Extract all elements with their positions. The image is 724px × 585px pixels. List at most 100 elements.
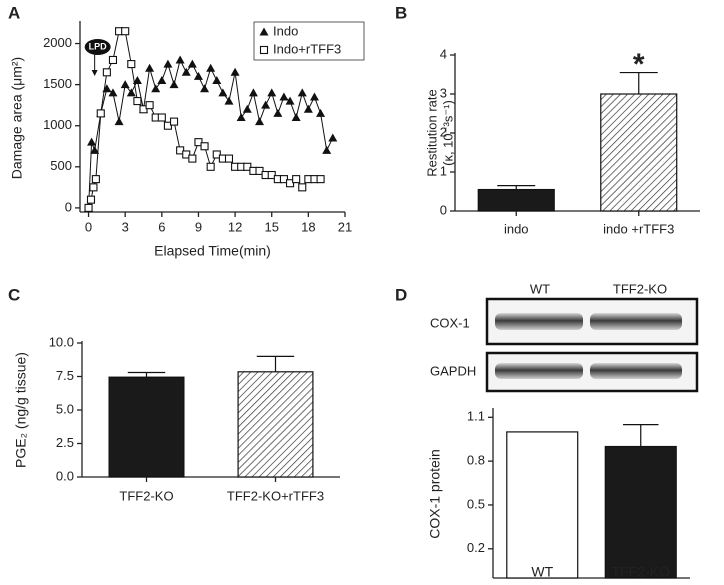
marker	[206, 162, 215, 171]
marker	[87, 137, 97, 146]
panel-label: C	[8, 285, 20, 304]
marker	[285, 96, 295, 105]
x-tick-label: indo +rTFF3	[603, 221, 674, 236]
marker	[121, 27, 130, 36]
bar	[604, 445, 677, 579]
marker	[267, 170, 276, 180]
marker	[84, 203, 93, 212]
y-tick-label: 4	[440, 46, 447, 61]
y-axis-title: (κ, 10⁻³s⁻¹)	[440, 100, 455, 166]
marker	[242, 104, 252, 113]
marker	[90, 145, 100, 154]
y-tick-label: 0.5	[467, 496, 485, 511]
y-tick-label: 2	[440, 124, 447, 139]
x-tick-label: 6	[158, 219, 165, 234]
marker	[291, 113, 301, 121]
marker	[176, 146, 185, 155]
marker	[139, 105, 148, 114]
marker	[194, 138, 203, 147]
marker	[316, 108, 326, 117]
x-tick-label: 3	[122, 219, 129, 234]
error-bar	[256, 355, 295, 372]
marker	[316, 175, 325, 184]
marker	[193, 71, 203, 80]
y-axis-title: PGE₂ (ng/g tissue)	[13, 352, 29, 468]
marker	[212, 150, 221, 159]
marker	[89, 183, 98, 192]
marker	[108, 55, 118, 65]
bar	[237, 371, 314, 478]
y-tick-label: 0.0	[56, 468, 74, 483]
marker	[102, 68, 111, 77]
marker	[96, 109, 105, 118]
legend-marker	[259, 45, 269, 55]
marker	[163, 121, 172, 130]
blot-row-label: GAPDH	[430, 363, 476, 378]
y-tick-label: 0.2	[467, 540, 485, 555]
marker	[243, 162, 252, 171]
panel-label: A	[8, 3, 20, 22]
marker	[91, 175, 100, 184]
marker	[285, 179, 295, 188]
marker	[120, 80, 130, 89]
x-tick-label: TFF2-KO	[612, 564, 670, 580]
x-axis-title: Elapsed Time(min)	[154, 243, 271, 259]
bar	[477, 188, 555, 212]
x-tick-label: 21	[338, 219, 352, 234]
y-tick-label: 10.0	[49, 334, 74, 349]
marker	[145, 63, 155, 72]
y-tick-label: 3	[440, 85, 447, 100]
marker	[175, 55, 185, 64]
marker	[230, 67, 240, 76]
marker	[157, 76, 167, 85]
marker	[224, 96, 234, 105]
marker	[303, 104, 313, 113]
x-tick-label: 15	[264, 219, 278, 234]
y-axis-title: COX-1 protein	[427, 449, 443, 538]
marker	[236, 113, 246, 121]
legend-box	[253, 21, 365, 61]
annotation-arrowhead	[91, 70, 98, 76]
bar	[108, 376, 185, 478]
blot-band	[590, 363, 682, 379]
y-tick-label: 2000	[43, 35, 72, 50]
marker	[127, 60, 136, 69]
marker	[297, 88, 307, 97]
y-tick-label: 5.0	[56, 401, 74, 416]
marker	[163, 59, 173, 68]
marker	[200, 84, 210, 93]
x-tick-label: WT	[531, 564, 553, 580]
marker	[200, 142, 209, 151]
y-tick-label: 1	[440, 163, 447, 178]
marker	[206, 63, 216, 72]
marker	[292, 175, 301, 184]
x-tick-label: TFF2-KO+rTFF3	[227, 488, 324, 503]
y-tick-label: 0.8	[467, 453, 485, 468]
y-tick-label: 1500	[43, 76, 72, 91]
error-bar	[127, 371, 166, 378]
marker	[309, 92, 319, 101]
x-tick-label: 12	[228, 219, 242, 234]
marker	[255, 166, 264, 175]
y-tick-label: 1.1	[467, 409, 485, 424]
marker	[108, 88, 118, 97]
marker	[151, 84, 161, 93]
marker	[182, 150, 191, 159]
marker	[188, 154, 197, 163]
panel-label: D	[395, 285, 407, 304]
panel-label: B	[395, 3, 407, 22]
marker	[255, 117, 265, 126]
legend-label: Indo	[273, 23, 298, 38]
legend-marker	[259, 27, 269, 36]
marker	[328, 133, 338, 142]
x-tick-label: 9	[195, 219, 202, 234]
annotation-badge	[84, 39, 111, 55]
blot-band	[495, 363, 583, 379]
error-bar	[497, 185, 536, 190]
marker	[187, 59, 197, 68]
y-axis-title: Restitution rate	[424, 89, 439, 176]
x-tick-label: 18	[301, 219, 315, 234]
legend-label: Indo+rTFF3	[273, 41, 341, 56]
x-tick-label: 0	[85, 219, 92, 234]
